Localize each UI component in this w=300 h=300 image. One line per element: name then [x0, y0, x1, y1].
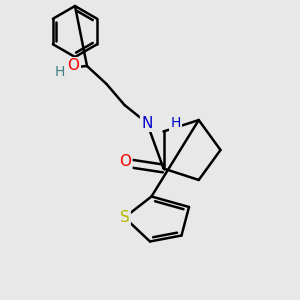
Text: O: O [119, 154, 131, 169]
Text: H: H [55, 65, 65, 79]
Text: S: S [120, 210, 129, 225]
Text: O: O [68, 58, 80, 74]
Text: H: H [170, 116, 181, 130]
Text: N: N [141, 116, 153, 130]
